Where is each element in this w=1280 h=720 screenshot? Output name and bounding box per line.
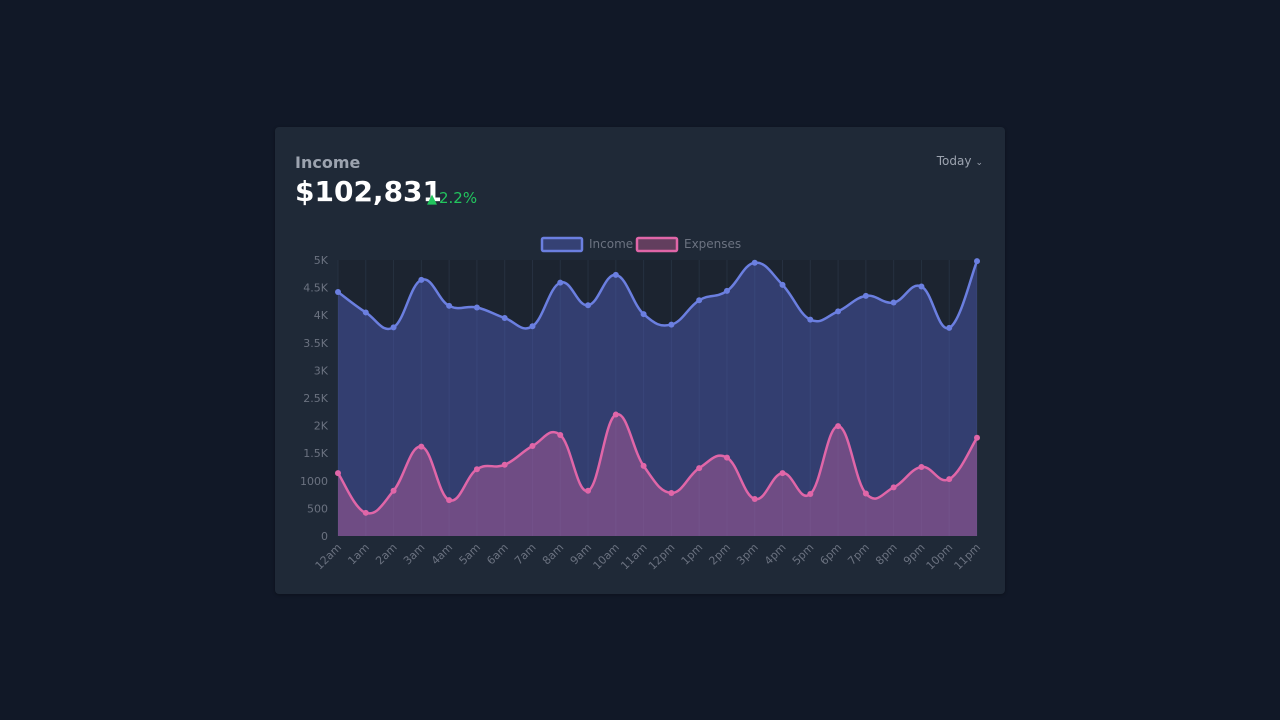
y-tick-label: 2.5K (303, 392, 328, 405)
x-tick-label: 7am (512, 541, 538, 567)
y-tick-label: 5K (314, 254, 329, 267)
x-tick-label: 5pm (790, 541, 817, 568)
y-tick-label: 3.5K (303, 337, 328, 350)
legend-swatch-income (540, 236, 584, 253)
legend-label-income: Income (589, 237, 633, 251)
data-point (390, 324, 397, 331)
data-point (862, 292, 869, 299)
y-tick-label: 4K (314, 309, 329, 322)
data-point (362, 309, 369, 316)
period-label: Today (936, 154, 972, 168)
x-tick-label: 4pm (762, 541, 789, 568)
y-tick-label: 2K (314, 420, 329, 433)
data-point (946, 324, 953, 331)
x-tick-label: 11pm (952, 541, 984, 573)
y-tick-label: 4.5K (303, 282, 328, 295)
data-point (668, 321, 675, 328)
data-point (918, 464, 925, 470)
data-point (612, 271, 619, 278)
change-badge: ▲ 2.2% (427, 189, 477, 207)
y-tick-label: 500 (307, 502, 328, 515)
data-point (612, 411, 619, 418)
data-point (640, 462, 647, 469)
data-point (529, 443, 536, 450)
data-point (918, 283, 925, 290)
x-tick-label: 2am (373, 541, 399, 567)
data-point (890, 484, 897, 491)
x-tick-label: 8am (540, 541, 566, 567)
data-point (557, 279, 564, 286)
data-point (418, 276, 425, 283)
x-tick-label: 3pm (734, 541, 761, 568)
income-card: Income $102,831 ▲ 2.2% Today ⌄ 0 500 1000 1.5… (275, 127, 1005, 594)
x-tick-label: 6pm (818, 541, 845, 568)
data-point (779, 470, 786, 477)
data-point (390, 487, 397, 494)
data-point (501, 461, 508, 468)
legend-label-expenses: Expenses (684, 237, 741, 251)
period-dropdown[interactable]: Today ⌄ (937, 154, 983, 168)
data-point (974, 258, 980, 265)
data-point (696, 465, 703, 472)
x-tick-label: 2pm (706, 541, 733, 568)
chevron-down-icon: ⌄ (975, 158, 983, 168)
data-point (862, 490, 869, 497)
data-point (446, 302, 453, 309)
x-tick-label: 6am (484, 541, 510, 567)
x-tick-label: 11am (618, 541, 649, 572)
data-point (473, 304, 480, 311)
data-point (723, 454, 730, 461)
data-point (446, 497, 453, 504)
x-tick-label: 1pm (679, 541, 706, 568)
data-point (807, 491, 814, 498)
data-point (835, 423, 842, 430)
change-value: 2.2% (439, 189, 478, 207)
data-point (668, 489, 675, 496)
x-tick-label: 10am (591, 541, 622, 572)
y-tick-label: 0 (321, 530, 328, 543)
data-point (557, 431, 564, 438)
data-point (751, 496, 758, 503)
data-point (501, 314, 508, 321)
data-point (585, 487, 592, 494)
data-point (418, 443, 425, 450)
y-tick-label: 1000 (300, 475, 328, 488)
data-point (974, 434, 980, 441)
y-tick-label: 3K (314, 364, 329, 377)
x-tick-label: 12pm (646, 541, 678, 573)
x-tick-label: 1am (345, 541, 371, 567)
data-point (473, 466, 480, 473)
data-point (335, 470, 341, 477)
x-tick-label: 3am (401, 541, 427, 567)
x-tick-label: 7pm (845, 541, 872, 568)
data-point (890, 299, 897, 306)
data-point (946, 476, 953, 483)
data-point (723, 287, 730, 294)
data-point (835, 308, 842, 315)
plot-area (338, 260, 977, 536)
data-point (362, 509, 369, 516)
data-point (529, 323, 536, 330)
x-tick-label: 4am (429, 541, 455, 567)
data-point (807, 316, 814, 323)
x-tick-label: 10pm (924, 541, 956, 573)
x-tick-label: 5am (457, 541, 483, 567)
data-point (779, 281, 786, 288)
x-tick-label: 8pm (873, 541, 900, 568)
data-point (696, 297, 703, 304)
legend-swatch-expenses (635, 236, 679, 253)
card-title: Income (295, 153, 361, 172)
data-point (585, 302, 592, 309)
data-point (640, 311, 647, 318)
income-amount: $102,831 (295, 175, 443, 208)
triangle-up-icon: ▲ (427, 192, 437, 207)
data-point (335, 289, 341, 296)
series-area-expenses (338, 414, 977, 536)
data-point (751, 259, 758, 266)
y-tick-label: 1.5K (303, 447, 328, 460)
x-tick-label: 12am (313, 541, 344, 572)
